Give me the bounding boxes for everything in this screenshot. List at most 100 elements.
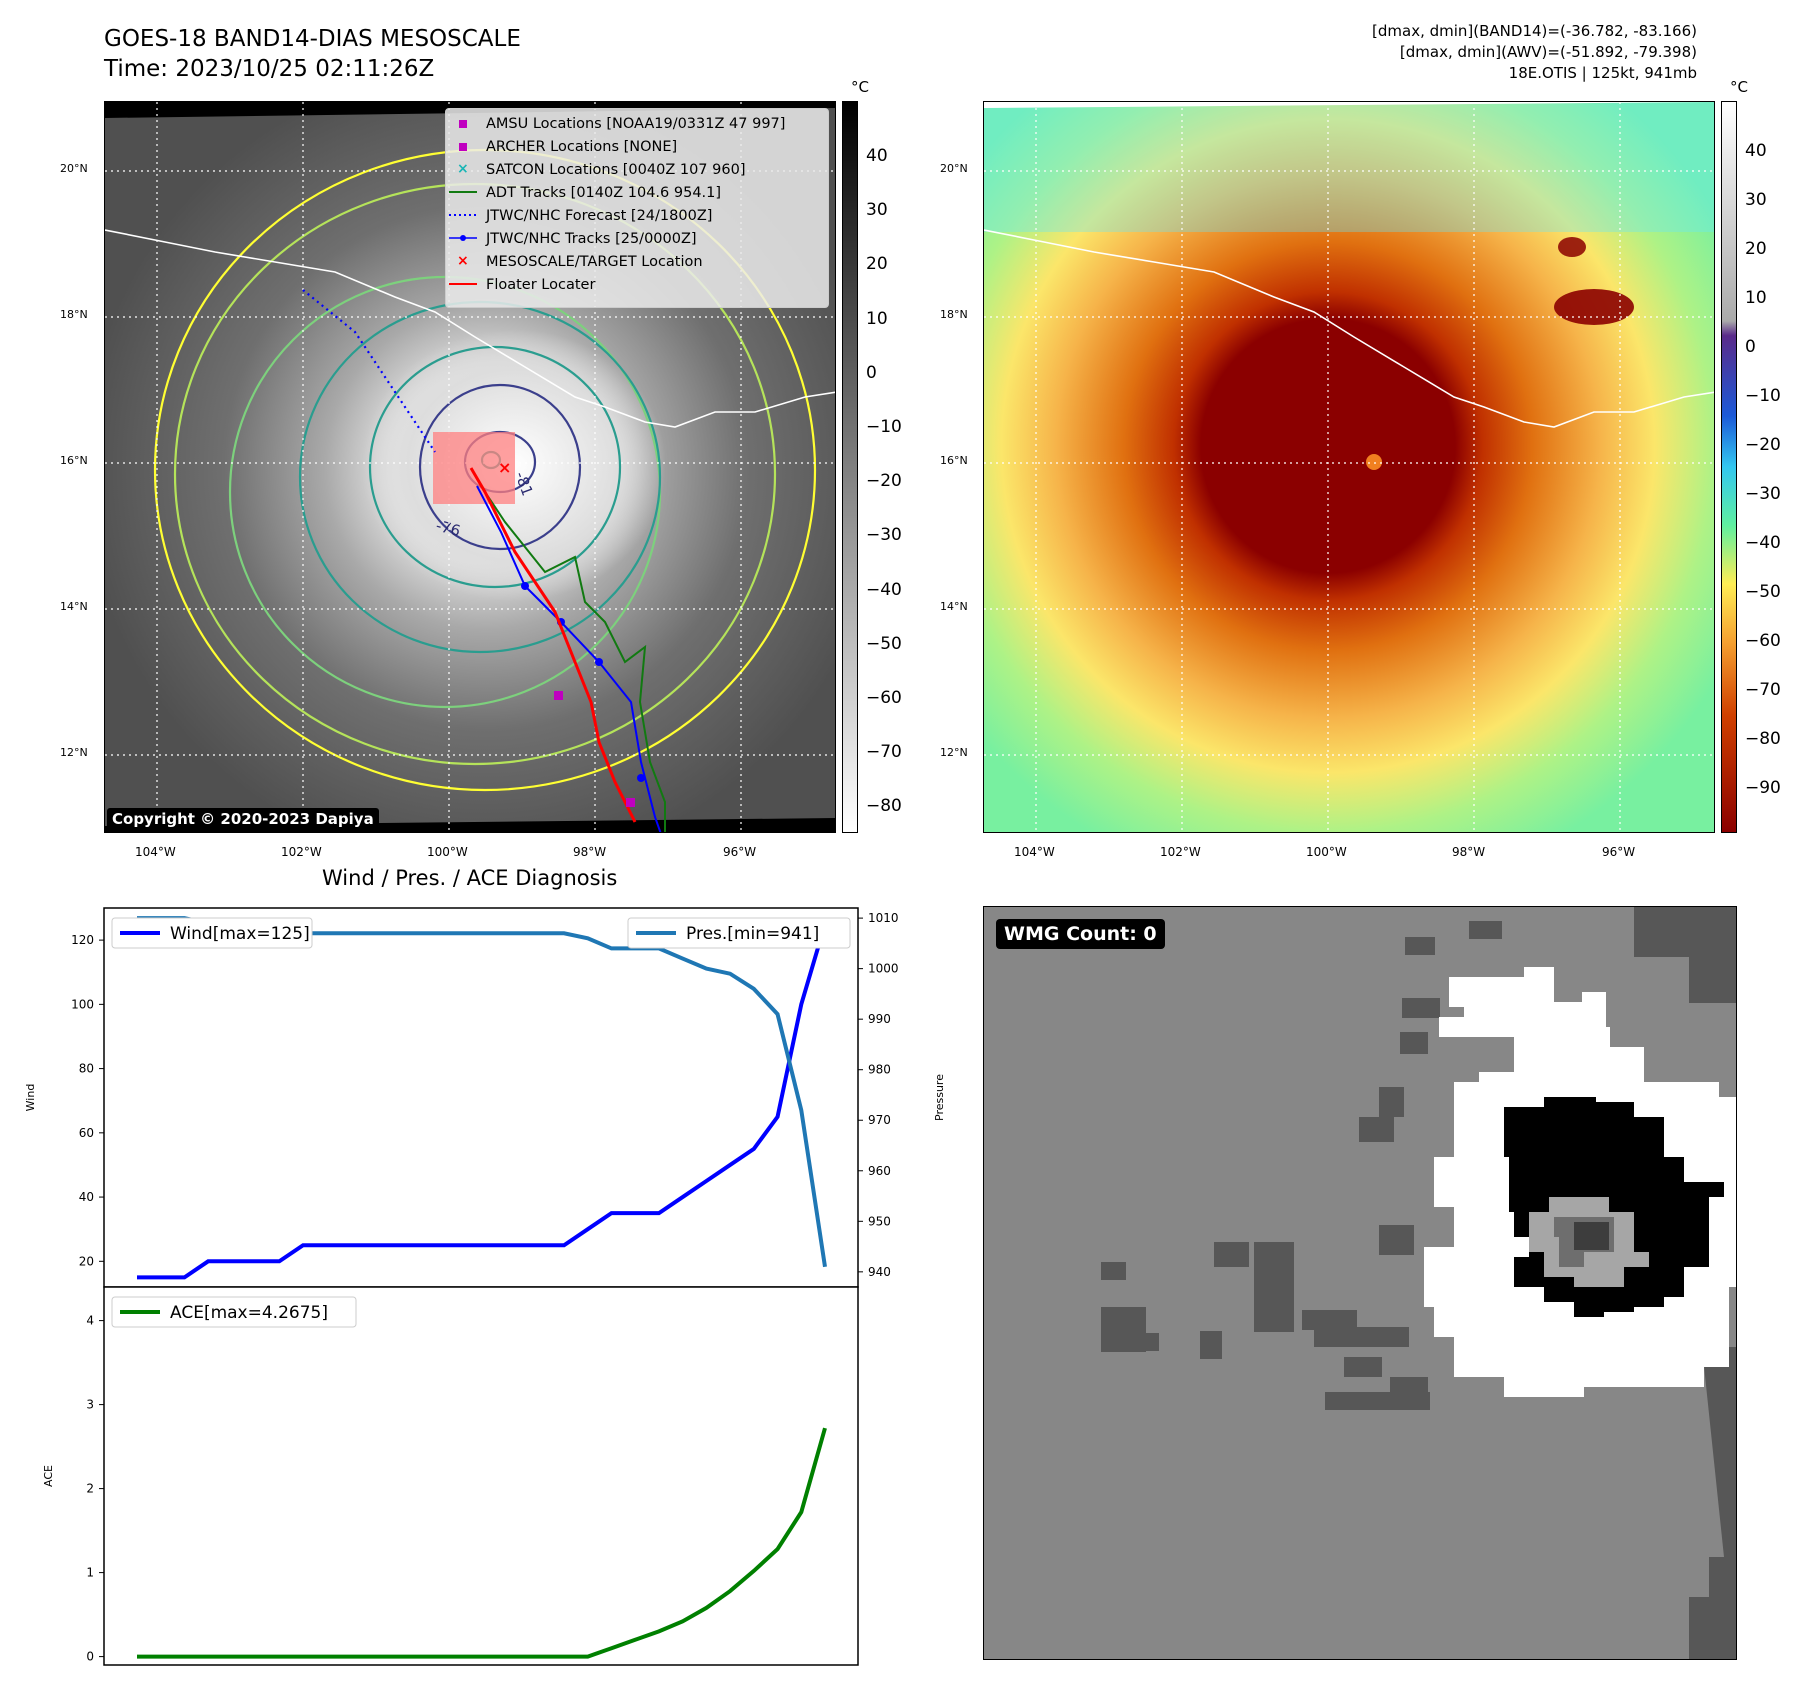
awv-colorbar-tick: −80: [1745, 729, 1781, 749]
stats-awv: [dmax, dmin](AWV)=(-51.892, -79.398): [1399, 43, 1697, 61]
awv-map: [983, 101, 1715, 833]
awv-colorbar-tick: 30: [1745, 190, 1767, 210]
lat-label: 18°N: [60, 308, 88, 321]
wind-ytick-label: 120: [71, 933, 94, 947]
awv-colorbar-tick: 20: [1745, 239, 1767, 259]
awv-colorbar-tick: −70: [1745, 680, 1781, 700]
band14-colorbar-tick: 10: [866, 308, 888, 329]
lat-label: 20°N: [940, 162, 968, 175]
awv-colorbar-tick: 10: [1745, 288, 1767, 308]
lon-label: 100°W: [1306, 845, 1347, 859]
lat-label: 12°N: [60, 746, 88, 759]
wind-pressure-chart: 20 40 60 80 100 120 940 950 960 970 980 990 1000 1010…: [24, 907, 946, 1288]
ace-legend-label: ACE[max=4.2675]: [170, 1303, 328, 1323]
ace-plot-area: [103, 1286, 859, 1666]
band14-colorbar-tick: −80: [866, 796, 902, 817]
target-marker: ×: [457, 253, 469, 269]
stats-storm: 18E.OTIS | 125kt, 941mb: [1508, 64, 1697, 82]
pressure-ytick-label: 980: [868, 1063, 891, 1077]
band14-colorbar-tick: 40: [866, 146, 888, 166]
wind-ytick-label: 40: [79, 1190, 94, 1204]
wmg-count-badge: WMG Count: 0: [996, 919, 1165, 949]
wind-axis-label: Wind: [24, 1084, 37, 1112]
lat-label: 14°N: [940, 600, 968, 613]
wind-series-line: [137, 923, 827, 1280]
legend-item: AMSU Locations [NOAA19/0331Z 47 997]: [486, 116, 786, 132]
lon-label: 104°W: [1014, 845, 1055, 859]
figure-time: Time: 2023/10/25 02:11:26Z: [104, 56, 435, 82]
amsu-marker: [459, 120, 467, 128]
band14-colorbar-tick: −30: [866, 525, 902, 546]
ace-chart: 0 1 2 3 4 ACE ACE[max=4.2675]: [42, 1286, 859, 1666]
pressure-ytick-label: 1010: [868, 911, 899, 925]
legend-item: ARCHER Locations [NONE]: [486, 139, 678, 155]
awv-colorbar-unit: °C: [1730, 78, 1748, 96]
ace-ytick-label: 2: [86, 1482, 94, 1496]
awv-colorbar-tick: −90: [1745, 778, 1781, 798]
awv-colorbar-tick: −30: [1745, 484, 1781, 504]
ace-axis-label: ACE: [42, 1465, 55, 1487]
legend-item: SATCON Locations [0040Z 107 960]: [486, 162, 746, 178]
ace-ytick-label: 4: [86, 1314, 94, 1328]
awv-colorbar-tick: 0: [1745, 337, 1756, 357]
ace-legend-box: [111, 1296, 357, 1328]
wind-legend-label: Wind[max=125]: [170, 924, 310, 944]
stats-band14: [dmax, dmin](BAND14)=(-36.782, -83.166): [1372, 22, 1697, 40]
ace-ytick-label: 3: [86, 1398, 94, 1412]
band14-colorbar-tick: −70: [866, 742, 902, 763]
wmg-panel: WMG Count: 0: [983, 906, 1737, 1660]
band14-colorbar-tick: −40: [866, 579, 902, 600]
lat-label: 14°N: [60, 600, 88, 613]
awv-colorbar-tick: −10: [1745, 386, 1781, 406]
pressure-ytick-label: 960: [868, 1164, 891, 1178]
awv-colorbar: [1721, 101, 1737, 833]
band14-colorbar-tick: −10: [866, 417, 902, 437]
figure-title: GOES-18 BAND14-DIAS MESOSCALE: [104, 26, 521, 52]
wind-ytick-label: 80: [79, 1062, 94, 1076]
lon-label: 98°W: [1452, 845, 1486, 859]
pressure-ytick-label: 950: [868, 1214, 891, 1228]
band14-map: -81 -76: [104, 101, 836, 833]
wind-ytick-label: 100: [71, 997, 94, 1011]
band14-colorbar-tick: −60: [866, 688, 902, 708]
lon-label: 96°W: [723, 845, 757, 859]
pressure-legend-box: [627, 917, 851, 949]
pressure-ytick-label: 990: [868, 1012, 891, 1026]
legend-item: ADT Tracks [0140Z 104.6 954.1]: [486, 185, 722, 201]
lon-label: 98°W: [573, 845, 607, 859]
legend-item: Floater Locater: [486, 277, 596, 293]
band14-legend: × × AMSU Locations [NOAA19/0331Z 47 997]…: [445, 108, 829, 308]
pressure-axis-label: Pressure: [933, 1074, 946, 1121]
awv-colorbar-tick: −40: [1745, 533, 1781, 553]
lat-label: 16°N: [60, 454, 88, 467]
ace-ytick-label: 1: [86, 1566, 94, 1580]
band14-colorbar: [842, 101, 858, 833]
band14-colorbar-tick: 0: [866, 362, 877, 383]
lat-label: 20°N: [60, 162, 88, 175]
legend-item: MESOSCALE/TARGET Location: [486, 254, 703, 270]
awv-colorbar-tick: 40: [1745, 141, 1767, 161]
lon-label: 102°W: [1160, 845, 1201, 859]
lon-label: 104°W: [135, 845, 176, 859]
pressure-legend-label: Pres.[min=941]: [686, 924, 819, 944]
band14-colorbar-tick: −50: [866, 633, 902, 654]
legend-item: JTWC/NHC Forecast [24/1800Z]: [486, 208, 713, 224]
lat-label: 12°N: [940, 746, 968, 759]
pressure-ytick-label: 1000: [868, 962, 899, 976]
contour-label: -76: [434, 516, 462, 540]
awv-colorbar-tick: −60: [1745, 631, 1781, 651]
lat-label: 16°N: [940, 454, 968, 467]
wmg-imagery: [1101, 907, 1736, 1659]
band14-colorbar-tick: 30: [866, 200, 888, 221]
svg-text:×: ×: [498, 458, 511, 477]
lat-label: 18°N: [940, 308, 968, 321]
wind-legend-box: [111, 917, 313, 949]
lon-label: 100°W: [427, 845, 468, 859]
band14-colorbar-unit: °C: [851, 78, 869, 96]
lon-label: 96°W: [1602, 845, 1636, 859]
awv-imagery: [984, 102, 1714, 832]
copyright-badge: Copyright © 2020-2023 Dapiya: [107, 808, 379, 830]
diagnosis-title: Wind / Pres. / ACE Diagnosis: [322, 866, 618, 890]
band14-colorbar-tick: 20: [866, 254, 888, 275]
lon-label: 102°W: [281, 845, 322, 859]
